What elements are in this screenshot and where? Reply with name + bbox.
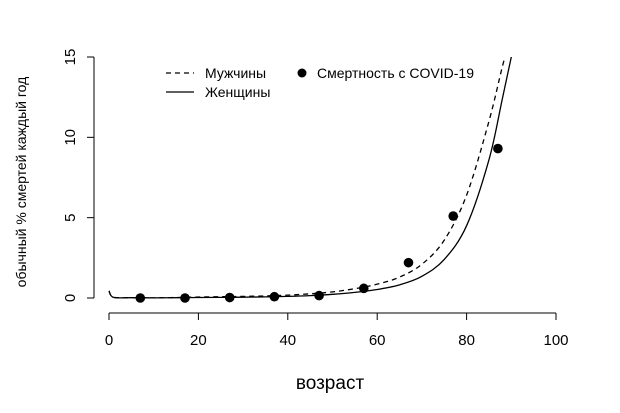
- y-tick-label: 10: [62, 129, 79, 146]
- covid-point: [135, 293, 146, 303]
- series-layer: [108, 57, 512, 303]
- covid-point: [269, 291, 280, 302]
- axes: 0 20 40 60 80 100 0 5 10 15: [62, 49, 569, 349]
- legend: Мужчины Женщины Смертность с COVID-19: [166, 65, 474, 100]
- x-tick-label: 60: [369, 332, 386, 349]
- legend-label-men: Мужчины: [205, 65, 266, 81]
- y-tick-label: 5: [62, 213, 79, 221]
- y-tick-label: 0: [62, 294, 79, 302]
- covid-point: [180, 293, 190, 303]
- x-tick-label: 100: [543, 332, 568, 349]
- x-tick-label: 0: [105, 332, 113, 349]
- legend-label-covid: Смертность с COVID-19: [317, 65, 474, 81]
- x-tick-label: 40: [279, 332, 296, 349]
- y-tick-label: 15: [62, 49, 79, 66]
- x-tick-label: 80: [458, 332, 475, 349]
- x-axis-title: возраст: [296, 373, 365, 394]
- covid-point: [358, 283, 369, 294]
- covid-point: [403, 257, 414, 268]
- legend-marker-covid: [297, 68, 307, 78]
- covid-point: [493, 143, 503, 154]
- legend-label-women: Женщины: [205, 84, 270, 100]
- y-axis-title: обычный % смертей каждый год: [13, 77, 29, 288]
- x-tick-label: 20: [190, 332, 207, 349]
- covid-point: [224, 292, 235, 303]
- covid-point: [314, 290, 324, 301]
- covid-point: [448, 211, 458, 221]
